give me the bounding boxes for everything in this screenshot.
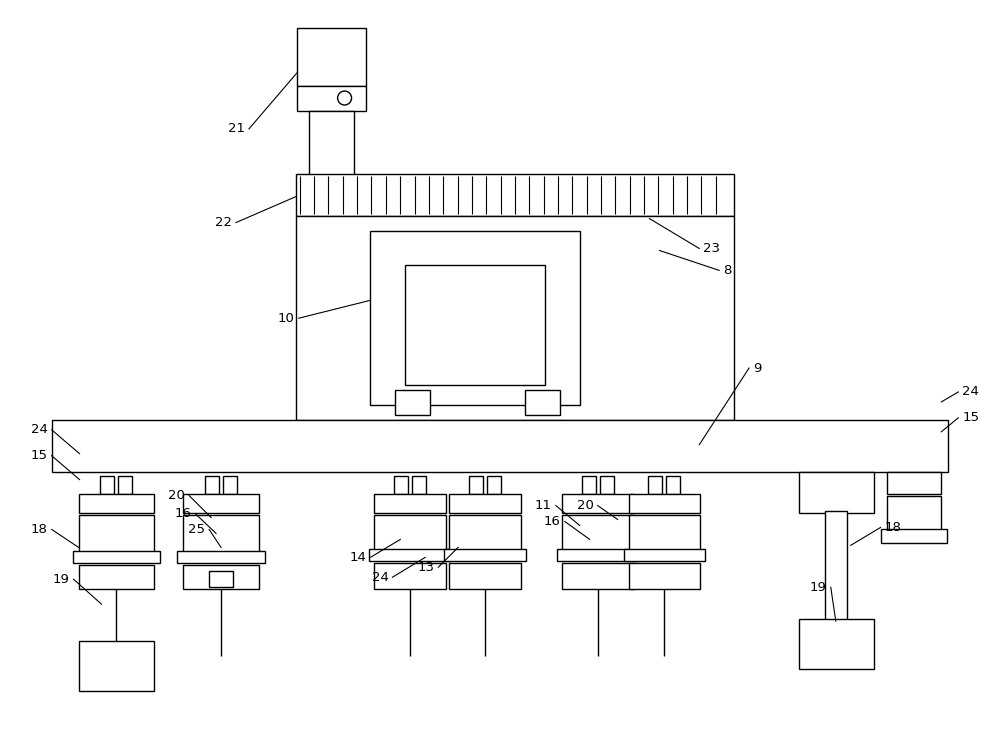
Bar [395, 390, 430, 415]
Text: 24: 24 [31, 424, 48, 436]
Text: 19: 19 [53, 573, 70, 586]
Bar [296, 173, 734, 216]
Bar [444, 549, 526, 561]
Bar [183, 566, 259, 590]
Bar [297, 29, 366, 86]
Bar [624, 549, 705, 561]
Text: 24: 24 [372, 571, 388, 584]
Text: 18: 18 [31, 523, 48, 536]
Text: 20: 20 [168, 489, 185, 502]
Bar [525, 390, 560, 415]
Bar [629, 493, 700, 514]
Text: 18: 18 [885, 521, 901, 534]
Text: 19: 19 [810, 581, 827, 594]
Text: 15: 15 [31, 449, 48, 462]
Bar [469, 475, 483, 493]
Text: 11: 11 [535, 499, 552, 512]
Bar [562, 563, 634, 590]
Bar [449, 493, 521, 514]
Bar [394, 475, 408, 493]
Bar [73, 551, 160, 563]
Bar [79, 493, 154, 514]
Bar [79, 515, 154, 553]
Bar [881, 529, 947, 544]
Bar [666, 475, 680, 493]
Text: 25: 25 [188, 523, 205, 536]
Bar [562, 493, 634, 514]
Text: 13: 13 [417, 561, 434, 574]
Bar [887, 496, 941, 532]
Bar [799, 619, 874, 669]
Text: 23: 23 [703, 242, 720, 255]
Bar [374, 563, 446, 590]
Text: 8: 8 [723, 264, 732, 277]
Bar [648, 475, 662, 493]
Text: 9: 9 [753, 361, 761, 375]
Bar [183, 493, 259, 514]
Bar [562, 515, 634, 551]
Bar [79, 641, 154, 691]
Bar [374, 515, 446, 551]
Bar [205, 475, 219, 493]
Bar [296, 216, 734, 420]
Text: 14: 14 [350, 550, 366, 564]
Bar [825, 511, 847, 656]
Bar [449, 515, 521, 551]
Text: 20: 20 [577, 499, 594, 512]
Text: 16: 16 [544, 515, 561, 528]
Bar [309, 111, 354, 320]
Text: 22: 22 [215, 216, 232, 229]
Bar [405, 265, 545, 385]
Bar [629, 515, 700, 551]
Bar [369, 549, 451, 561]
Text: 15: 15 [962, 412, 979, 424]
Bar [223, 475, 237, 493]
Text: 21: 21 [228, 122, 245, 135]
Bar [100, 475, 114, 493]
Bar [557, 549, 638, 561]
Bar [449, 563, 521, 590]
Bar [487, 475, 501, 493]
Bar [887, 472, 941, 493]
Bar [52, 420, 948, 472]
Bar [183, 515, 259, 553]
Bar [177, 551, 265, 563]
Bar [799, 472, 874, 514]
Bar [209, 572, 233, 587]
Bar [412, 475, 426, 493]
Bar [118, 475, 132, 493]
Bar [629, 563, 700, 590]
Bar [600, 475, 614, 493]
Circle shape [338, 91, 352, 105]
Bar [297, 86, 366, 111]
Bar [582, 475, 596, 493]
Bar [370, 231, 580, 405]
Text: 10: 10 [278, 312, 295, 324]
Text: 24: 24 [962, 385, 979, 399]
Bar [79, 566, 154, 590]
Text: 16: 16 [174, 507, 191, 520]
Bar [374, 493, 446, 514]
